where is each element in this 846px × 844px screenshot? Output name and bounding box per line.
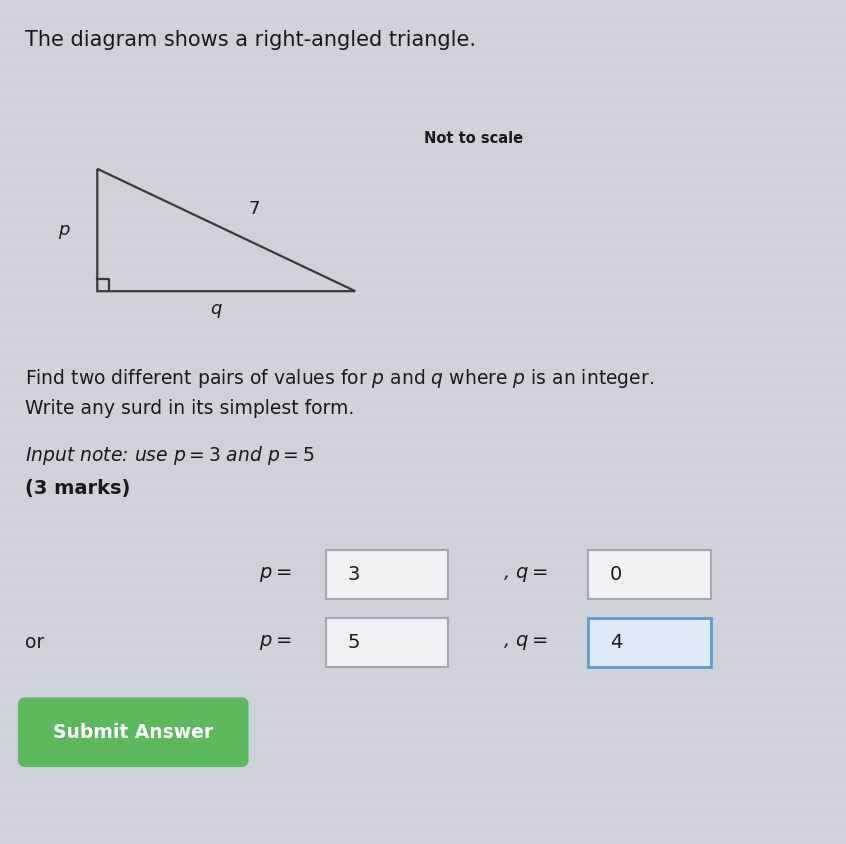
Text: (3 marks): (3 marks) [25,479,131,499]
Text: The diagram shows a right-angled triangle.: The diagram shows a right-angled triangl… [25,30,476,50]
Text: $p =$: $p =$ [259,633,292,652]
Text: 5: 5 [348,633,360,652]
Text: Write any surd in its simplest form.: Write any surd in its simplest form. [25,399,354,419]
Text: or: or [25,633,45,652]
Text: 7: 7 [248,200,260,219]
Text: 0: 0 [610,565,623,584]
FancyBboxPatch shape [588,550,711,599]
Text: q: q [210,300,222,318]
Text: 4: 4 [610,633,623,652]
Text: , $q =$: , $q =$ [503,633,548,652]
Text: p: p [58,220,69,239]
Text: Input note: use $p = 3$ and $p = 5$: Input note: use $p = 3$ and $p = 5$ [25,444,315,467]
Text: , $q =$: , $q =$ [503,565,548,584]
FancyBboxPatch shape [588,618,711,667]
FancyBboxPatch shape [19,698,248,766]
Text: Not to scale: Not to scale [424,131,524,146]
FancyBboxPatch shape [326,618,448,667]
Text: $p =$: $p =$ [259,565,292,584]
Text: 3: 3 [348,565,360,584]
FancyBboxPatch shape [326,550,448,599]
Text: Submit Answer: Submit Answer [53,722,213,742]
Text: Find two different pairs of values for $p$ and $q$ where $p$ is an integer.: Find two different pairs of values for $… [25,367,654,390]
